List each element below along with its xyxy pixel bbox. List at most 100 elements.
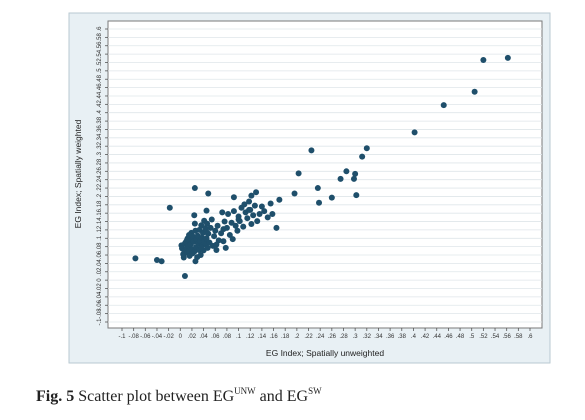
y-tick-label: .4 xyxy=(97,110,103,116)
y-tick-label: .34 xyxy=(97,133,103,142)
scatter-point xyxy=(234,227,241,234)
y-tick-label: .18 xyxy=(97,200,103,209)
scatter-point xyxy=(273,224,280,231)
x-tick-label: 0 xyxy=(179,334,183,340)
x-tick-label: .12 xyxy=(246,334,255,340)
y-tick-label: .44 xyxy=(97,91,103,100)
y-tick-label: .2 xyxy=(97,193,103,199)
scatter-point xyxy=(158,258,165,265)
x-axis-title: EG Index; Spatially unweighted xyxy=(266,348,384,358)
scatter-point xyxy=(235,216,242,223)
x-tick-label: .46 xyxy=(444,334,453,340)
x-tick-label: .16 xyxy=(269,334,278,340)
x-tick-label: -.02 xyxy=(163,334,174,340)
x-tick-label: .58 xyxy=(514,334,523,340)
y-tick-label: .54 xyxy=(97,49,103,58)
x-tick-label: .42 xyxy=(421,334,430,340)
y-tick-label: .16 xyxy=(97,208,103,217)
scatter-point xyxy=(295,170,302,177)
scatter-point xyxy=(226,231,233,238)
y-tick-label: .24 xyxy=(97,175,103,184)
caption-text: Scatter plot between EG xyxy=(78,388,235,405)
scatter-point xyxy=(343,168,350,175)
scatter-point xyxy=(207,224,214,231)
x-tick-label: .54 xyxy=(491,334,500,340)
scatter-point xyxy=(214,222,221,229)
x-tick-label: -.08 xyxy=(128,334,139,340)
y-tick-label: -.02 xyxy=(97,283,103,294)
scatter-point xyxy=(213,247,220,254)
scatter-point xyxy=(191,185,198,192)
scatter-point xyxy=(203,235,210,242)
x-tick-label: .1 xyxy=(236,334,242,340)
y-tick-label: .1 xyxy=(97,235,103,241)
y-tick-label: .04 xyxy=(97,259,103,268)
scatter-point xyxy=(230,194,237,201)
x-tick-label: -.04 xyxy=(152,334,163,340)
x-tick-label: .2 xyxy=(294,334,300,340)
y-tick-label: .36 xyxy=(97,125,103,134)
scatter-point xyxy=(314,185,321,192)
scatter-point xyxy=(198,244,205,251)
y-axis-title: EG Index; Spatially weighted xyxy=(73,119,83,228)
scatter-point xyxy=(208,216,215,223)
y-tick-label: .3 xyxy=(97,151,103,157)
scatter-point xyxy=(205,190,212,197)
x-tick-label: .28 xyxy=(339,334,348,340)
y-tick-label: -.06 xyxy=(97,299,103,310)
scatter-point xyxy=(213,241,220,248)
y-tick-label: 0 xyxy=(97,278,103,282)
x-tick-label: .4 xyxy=(411,334,417,340)
scatter-point xyxy=(276,196,283,203)
scatter-point xyxy=(219,209,226,216)
scatter-point xyxy=(256,211,263,218)
y-tick-label: -.04 xyxy=(97,291,103,302)
scatter-point xyxy=(230,208,237,215)
x-tick-label: .3 xyxy=(353,334,359,340)
y-tick-label: .26 xyxy=(97,166,103,175)
scatter-point xyxy=(197,252,204,259)
y-tick-label: .06 xyxy=(97,250,103,259)
scatter-point xyxy=(191,212,198,219)
x-tick-label: .38 xyxy=(398,334,407,340)
scatter-point xyxy=(192,258,199,265)
scatter-point xyxy=(471,88,478,95)
y-tick-label: .02 xyxy=(97,267,103,276)
scatter-point xyxy=(337,175,344,182)
y-tick-label: .46 xyxy=(97,83,103,92)
scatter-point xyxy=(352,170,359,177)
scatter-point xyxy=(186,231,193,238)
scatter-point xyxy=(180,254,187,261)
scatter-point xyxy=(353,192,360,199)
y-tick-label: .42 xyxy=(97,100,103,109)
scatter-point xyxy=(132,255,139,262)
y-tick-label: .08 xyxy=(97,242,103,251)
scatter-point xyxy=(411,129,418,136)
x-tick-label: .36 xyxy=(386,334,395,340)
scatter-point xyxy=(241,201,248,208)
scatter-point xyxy=(153,257,160,264)
scatter-point xyxy=(248,221,255,228)
scatter-point xyxy=(316,199,323,206)
scatter-point xyxy=(480,56,487,63)
axis-ticks: -.1-.08-.06-.04-.020.02.04.06.08.1.12.14… xyxy=(97,26,533,340)
y-tick-label: .14 xyxy=(97,217,103,226)
scatter-point xyxy=(225,211,232,218)
scatter-point xyxy=(291,190,298,197)
figure-caption: Fig. 5 Scatter plot between EGUNW and EG… xyxy=(36,386,322,406)
figure-label: Fig. 5 xyxy=(36,388,75,405)
scatter-point xyxy=(246,206,253,213)
scatter-point xyxy=(166,204,173,211)
x-tick-label: .6 xyxy=(527,334,533,340)
x-tick-label: .48 xyxy=(456,334,465,340)
scatter-point xyxy=(350,175,357,182)
y-tick-label: .28 xyxy=(97,158,103,167)
scatter-point xyxy=(203,207,210,214)
scatter-point xyxy=(204,244,211,251)
x-tick-label: .52 xyxy=(479,334,488,340)
scatter-point xyxy=(191,248,198,255)
scatter-point xyxy=(221,218,228,225)
x-tick-label: .24 xyxy=(316,334,325,340)
scatter-point xyxy=(203,229,210,236)
